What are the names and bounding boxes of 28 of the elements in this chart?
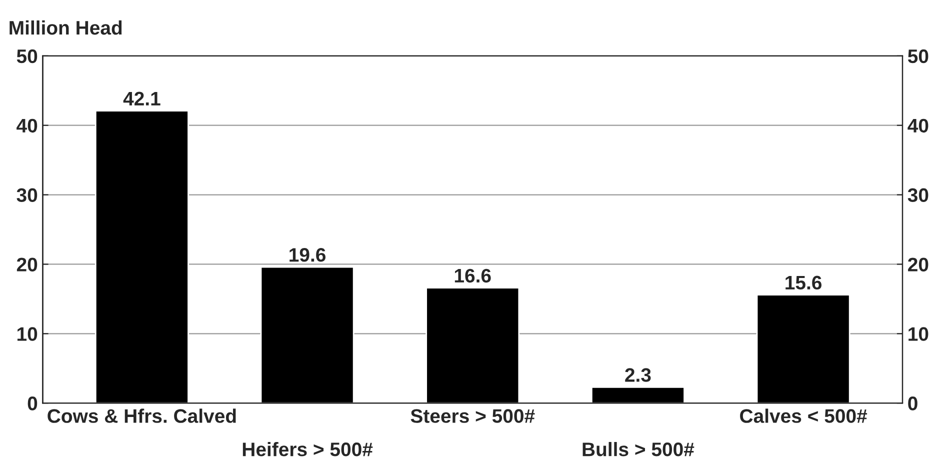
bar	[426, 287, 520, 404]
x-tick-label: Calves < 500#	[740, 408, 868, 423]
data-label: 16.6	[454, 268, 491, 283]
y2-tick-label: 20	[908, 258, 928, 272]
bar	[260, 266, 354, 404]
x-tick-label: Heifers > 500#	[242, 442, 373, 456]
x-tick-label: Cows & Hfrs. Calved	[48, 408, 236, 423]
x-tick-label: Steers > 500#	[410, 409, 535, 423]
y-tick-label: 40	[16, 118, 38, 133]
data-label: 15.6	[786, 276, 822, 290]
y2-tick-label: 40	[908, 118, 928, 133]
y-axis-title: Million Head	[10, 20, 122, 35]
data-label: 2.3	[625, 368, 651, 382]
y-tick-label: 0	[28, 396, 38, 410]
y-tick-label: 10	[17, 327, 38, 341]
y2-tick-label: 10	[908, 327, 928, 341]
data-label: 42.1	[123, 92, 160, 106]
y2-tick-label: 0	[908, 396, 918, 410]
y-tick-label: 20	[16, 258, 38, 272]
bar	[94, 110, 189, 404]
x-tick-label: Bulls > 500#	[582, 442, 694, 456]
bar	[756, 294, 850, 404]
y-tick-label: 50	[16, 49, 38, 64]
data-label: 19.6	[290, 248, 326, 262]
y-tick-label: 30	[16, 188, 38, 202]
y2-tick-label: 30	[908, 188, 928, 202]
bar	[590, 386, 685, 404]
y2-tick-label: 50	[908, 49, 928, 64]
